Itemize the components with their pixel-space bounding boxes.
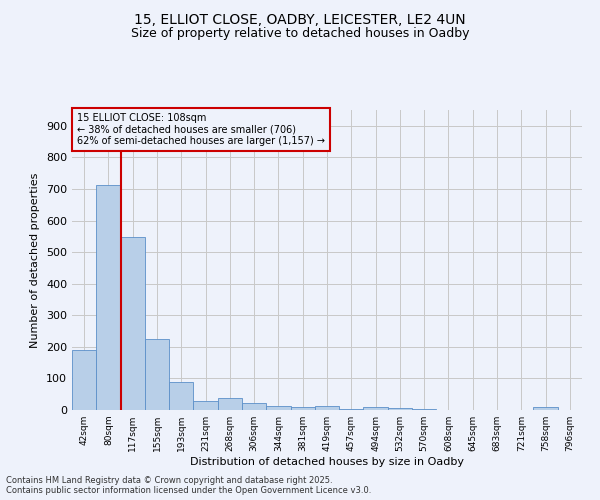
Bar: [193, 402, 218, 410]
Bar: [315, 406, 339, 410]
Bar: [218, 398, 242, 410]
X-axis label: Distribution of detached houses by size in Oadby: Distribution of detached houses by size …: [190, 457, 464, 467]
Text: 15 ELLIOT CLOSE: 108sqm
← 38% of detached houses are smaller (706)
62% of semi-d: 15 ELLIOT CLOSE: 108sqm ← 38% of detache…: [77, 113, 325, 146]
Bar: [339, 409, 364, 410]
Text: Contains HM Land Registry data © Crown copyright and database right 2025.
Contai: Contains HM Land Registry data © Crown c…: [6, 476, 371, 495]
Bar: [388, 408, 412, 410]
Bar: [169, 382, 193, 410]
Y-axis label: Number of detached properties: Number of detached properties: [31, 172, 40, 348]
Bar: [412, 409, 436, 410]
Text: Size of property relative to detached houses in Oadby: Size of property relative to detached ho…: [131, 28, 469, 40]
Bar: [364, 407, 388, 410]
Bar: [121, 238, 145, 410]
Bar: [266, 406, 290, 410]
Bar: [96, 185, 121, 410]
Text: 15, ELLIOT CLOSE, OADBY, LEICESTER, LE2 4UN: 15, ELLIOT CLOSE, OADBY, LEICESTER, LE2 …: [134, 12, 466, 26]
Bar: [145, 340, 169, 410]
Bar: [533, 408, 558, 410]
Bar: [290, 406, 315, 410]
Bar: [72, 350, 96, 410]
Bar: [242, 403, 266, 410]
